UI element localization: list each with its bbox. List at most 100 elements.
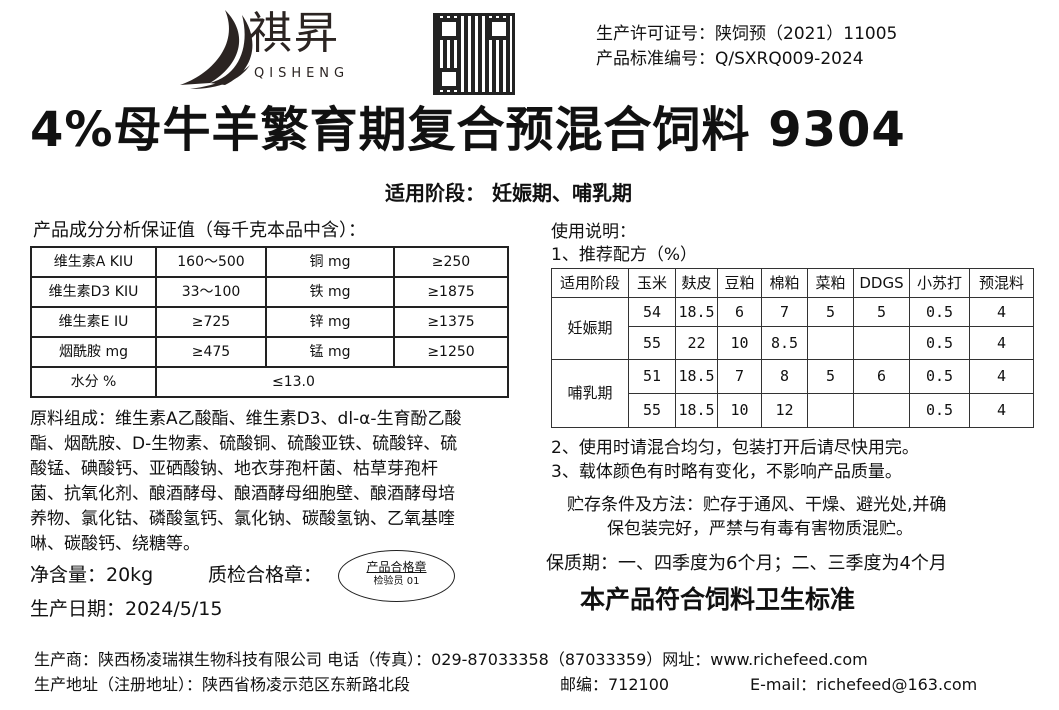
formula-cell: 0.5 [909,393,970,428]
analysis-cell: ≥475 [155,336,267,368]
stamp-title: 产品合格章 [366,560,427,574]
formula-cell: 6 [717,297,762,327]
formula-header-cell: 适用阶段 [551,268,629,298]
analysis-cell: ≥1250 [393,336,509,368]
postcode: 邮编：712100 [560,675,670,694]
analysis-cell: 维生素A KIU [30,246,157,278]
analysis-table: 维生素A KIU 160～500 铜 mg ≥250 维生素D3 KIU 33～100 铁 … [30,246,509,398]
formula-cell: 5 [853,297,910,327]
formula-heading: 1、推荐配方（%） [551,245,697,265]
formula-table: 适用阶段 玉米 麸皮 豆粕 棉粕 菜粕 DDGS 小苏打 预混料 妊娠期 54 18.5 6 7 5 5 0.5… [551,268,1034,428]
analysis-cell: 锌 mg [265,306,395,338]
formula-stage-cell: 妊娠期 [551,297,629,360]
analysis-row: 水分 % ≤13.0 [30,366,509,398]
shelf-life: 保质期：一、四季度为6个月；二、三季度为4个月 [546,553,947,574]
analysis-cell: 维生素D3 KIU [30,276,157,308]
formula-cell: 7 [717,359,762,394]
ingredients-line: 啉、碳酸钙、绕糖等。 [30,534,200,554]
formula-cell: 18.5 [675,297,718,327]
usage-note-2: 2、使用时请混合均匀，包装打开后请尽快用完。 [551,438,919,458]
formula-cell: 12 [761,393,808,428]
formula-row: 55 22 10 8.5 0.5 4 [552,326,1034,360]
analysis-cell: 铜 mg [265,246,395,278]
formula-cell: 10 [717,326,762,360]
analysis-row: 维生素D3 KIU 33～100 铁 mg ≥1875 [30,276,509,308]
qc-label: 质检合格章： [208,564,323,586]
ingredients-line: 酸锰、碘酸钙、亚硒酸钠、地衣芽孢杆菌、枯草芽孢杆 [30,459,438,479]
formula-cell: 0.5 [909,326,970,360]
product-title: 4%母牛羊繁育期复合预混合饲料 9304 [30,102,906,158]
formula-cell: 55 [628,326,676,360]
analysis-cell: ≤13.0 [155,366,509,398]
email: E-mail：richefeed@163.com [750,675,978,694]
formula-cell: 6 [853,359,910,394]
formula-header-cell: 小苏打 [909,268,970,298]
formula-header-cell: 棉粕 [761,268,808,298]
formula-cell: 7 [761,297,808,327]
formula-cell: 8.5 [761,326,808,360]
storage-line-2: 保包装完好，严禁与有毒有害物质混贮。 [607,519,913,539]
formula-header-cell: 玉米 [628,268,676,298]
analysis-row: 烟酰胺 mg ≥475 锰 mg ≥1250 [30,336,509,368]
formula-cell [807,326,854,360]
analysis-cell: 烟酰胺 mg [30,336,157,368]
ingredients-line: 酯、烟酰胺、D-生物素、硫酸铜、硫酸亚铁、硫酸锌、硫 [30,434,458,454]
formula-cell: 4 [969,359,1034,394]
formula-cell: 18.5 [675,393,718,428]
analysis-cell: 水分 % [30,366,157,398]
analysis-cell: 33～100 [155,276,267,308]
brand-logo-leaf-icon [180,10,253,89]
analysis-cell: 铁 mg [265,276,395,308]
formula-cell [807,393,854,428]
formula-cell: 8 [761,359,808,394]
analysis-heading: 产品成分分析保证值（每千克本品中含）： [33,220,366,241]
applicable-stage: 适用阶段： 妊娠期、哺乳期 [385,181,632,205]
manufacturer-line: 生产商：陕西杨凌瑞祺生物科技有限公司 电话（传真）：029-87033358（8… [34,650,868,669]
formula-cell: 10 [717,393,762,428]
formula-header-cell: 豆粕 [717,268,762,298]
analysis-row: 维生素A KIU 160～500 铜 mg ≥250 [30,246,509,278]
permit-number: 生产许可证号：陕饲预（2021）11005 [596,24,898,44]
analysis-cell: 锰 mg [265,336,395,368]
formula-cell [853,326,910,360]
hygiene-statement: 本产品符合饲料卫生标准 [580,585,856,614]
formula-header-cell: 麸皮 [675,268,718,298]
formula-stage-cell: 哺乳期 [551,359,629,428]
standard-number: 产品标准编号：Q/SXRQ009-2024 [596,49,864,69]
formula-cell: 51 [628,359,676,394]
net-weight: 净含量：20kg [30,564,154,586]
formula-header-cell: DDGS [853,268,910,298]
usage-note-3: 3、载体颜色有时略有变化，不影响产品质量。 [551,462,902,482]
formula-cell: 5 [807,297,854,327]
production-date: 生产日期：2024/5/15 [30,598,223,620]
analysis-cell: ≥250 [393,246,509,278]
analysis-cell: ≥1375 [393,306,509,338]
formula-cell: 5 [807,359,854,394]
formula-cell: 22 [675,326,718,360]
formula-cell: 4 [969,326,1034,360]
formula-cell: 55 [628,393,676,428]
formula-cell: 0.5 [909,297,970,327]
brand-name-en: QISHENG [254,66,350,81]
formula-header-cell: 菜粕 [807,268,854,298]
formula-header-row: 适用阶段 玉米 麸皮 豆粕 棉粕 菜粕 DDGS 小苏打 预混料 [551,268,1034,298]
address: 生产地址（注册地址）：陕西省杨凌示范区东新路北段 [34,675,411,694]
formula-cell: 18.5 [675,359,718,394]
ingredients-line: 原料组成：维生素A乙酸酯、维生素D3、dl-α-生育酚乙酸 [30,409,462,429]
formula-cell [853,393,910,428]
formula-cell: 54 [628,297,676,327]
qc-stamp: 产品合格章 检验员 01 [338,550,455,602]
analysis-cell: ≥1875 [393,276,509,308]
formula-row: 哺乳期 51 18.5 7 8 5 6 0.5 4 [551,359,1034,428]
storage-line-1: 贮存条件及方法：贮存于通风、干燥、避光处,并确 [567,495,947,515]
analysis-cell: 160～500 [155,246,267,278]
formula-cell: 4 [969,393,1034,428]
formula-row: 55 18.5 10 12 0.5 4 [552,393,1034,428]
ingredients: 原料组成：维生素A乙酸酯、维生素D3、dl-α-生育酚乙酸 酯、烟酰胺、D-生物… [30,407,462,557]
formula-row: 妊娠期 54 18.5 6 7 5 5 0.5 4 [551,297,1034,360]
brand-name: 祺昇 [248,8,340,59]
analysis-row: 维生素E IU ≥725 锌 mg ≥1375 [30,306,509,338]
formula-cell: 0.5 [909,359,970,394]
analysis-cell: ≥725 [155,306,267,338]
ingredients-line: 菌、抗氧化剂、酿酒酵母、酿酒酵母细胞壁、酿酒酵母培 [30,484,455,504]
